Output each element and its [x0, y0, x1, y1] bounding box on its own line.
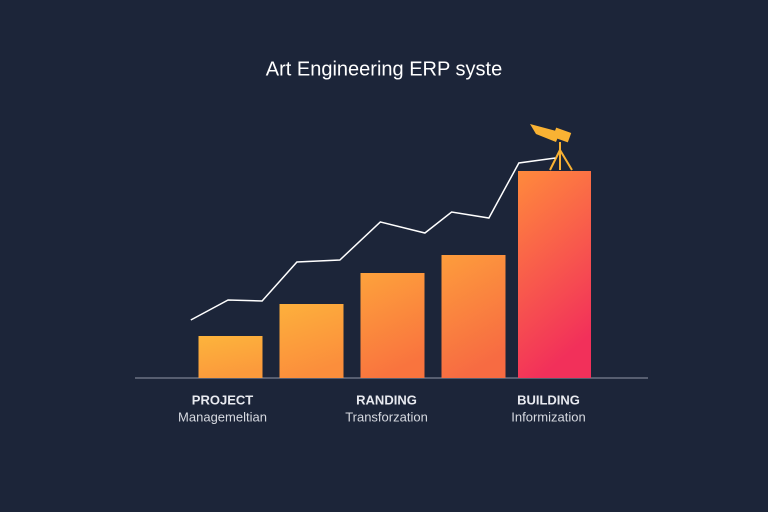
telescope-icon [530, 124, 573, 171]
bar [441, 255, 506, 378]
bar [518, 171, 591, 378]
x-tick-label: PROJECT [192, 392, 253, 407]
bar [360, 273, 425, 378]
bar [279, 304, 344, 378]
chart-title: Art Engineering ERP syste [266, 58, 502, 80]
x-tick-sublabel: Informization [511, 409, 585, 424]
trend-line [190, 157, 556, 321]
x-tick-label: RANDING [356, 392, 417, 407]
bar [198, 336, 263, 378]
x-tick-label: BUILDING [517, 392, 580, 407]
x-tick-sublabel: Transforzation [345, 409, 428, 424]
x-tick-sublabel: Managemeltian [178, 409, 267, 424]
